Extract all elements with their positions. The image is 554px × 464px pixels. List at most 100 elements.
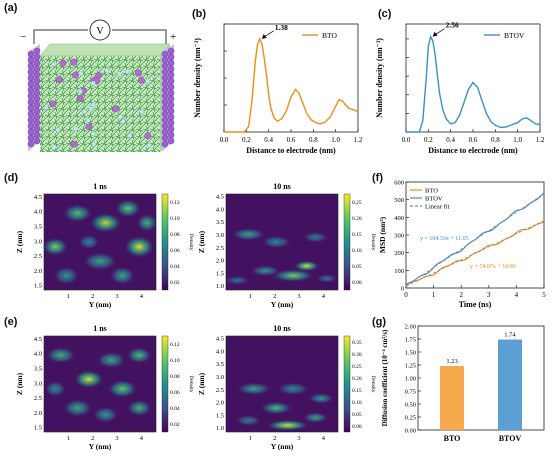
density-blob (77, 234, 100, 250)
electrode-atom (167, 47, 175, 55)
ion-particle (78, 71, 84, 76)
electrode-atom (167, 101, 175, 109)
y-tick-label: 4.0 (216, 348, 224, 355)
electrode-atom (161, 62, 169, 70)
electrode-atom (27, 110, 35, 118)
category-label: BTOV (499, 434, 522, 443)
colorbar-tick-label: 0.12 (170, 200, 180, 206)
y-tick-label: 3.0 (34, 380, 42, 387)
y-tick-label: 1.0 (216, 283, 224, 290)
plot-frame (417, 325, 545, 431)
ion-particle (59, 59, 67, 67)
electrode-atom (161, 80, 169, 88)
colorbar-tick-label: 0.35 (352, 340, 362, 346)
ion-particle (104, 67, 110, 73)
x-tick-label: 0.2 (424, 136, 433, 144)
y-tick-label: 2.0 (216, 258, 224, 265)
voltmeter-label: V (96, 26, 104, 37)
x-tick-label: 1.2 (536, 136, 545, 144)
y-tick-label: 3.5 (34, 365, 42, 372)
density-blob (276, 382, 310, 396)
y-tick-label: 500 (394, 197, 404, 204)
msd-chart: 0 1 2 3 4 5 0 100 200 300 400 500 600 Time (ns) MSD (n… (378, 180, 546, 310)
legend-label: BTOV (425, 196, 443, 203)
density-blob (226, 275, 251, 286)
y-axis-label: Z (nm) (197, 372, 206, 395)
y-tick-label: 1.5 (216, 270, 224, 277)
y-tick-label: 1.00 (405, 376, 416, 383)
peak-label: 2.56 (446, 21, 459, 30)
y-tick-label: 4.5 (34, 194, 42, 201)
density-blob (307, 392, 335, 405)
density-blob (123, 235, 155, 259)
colorbar-tick-label: 0.00 (352, 424, 362, 430)
panel-label-g: (g) (372, 316, 387, 328)
colorbar-tick-label: 0.06 (170, 390, 180, 396)
colorbar-label: Density (370, 375, 376, 392)
heatmap-density-field (226, 227, 338, 286)
y-tick-label: 2.5 (34, 395, 42, 402)
y-tick-label: 3.0 (216, 232, 224, 239)
electrode-atom (167, 119, 175, 127)
density-blob (92, 406, 120, 424)
y-tick-label: 1.5 (34, 425, 42, 432)
colorbar-tick-label: 0.20 (352, 376, 362, 382)
heatmap-density-field (234, 382, 335, 432)
heatmap-title: 1 ns (93, 182, 107, 191)
x-tick-label: 0.6 (287, 136, 296, 144)
density-blob (270, 268, 316, 283)
heatmap-title: 1 ns (93, 324, 107, 333)
electrode-atom (33, 119, 41, 127)
ion-particles (43, 58, 152, 150)
electrode-atom (33, 101, 41, 109)
x-tick-label: 0.4 (264, 136, 273, 144)
ion-particle (73, 126, 79, 132)
bar-btov (497, 339, 522, 430)
x-tick-label: 3 (297, 293, 300, 300)
diffusion-coefficient-bar-chart: 0.00 0.25 0.50 0.75 1.00 1.25 1.50 1.75 2.00 Diff… (381, 324, 545, 443)
bar-bto (440, 366, 465, 430)
electrode-atom (161, 116, 169, 124)
ion-particle (49, 100, 56, 108)
heatmap-density-field (44, 198, 156, 286)
ion-particle (55, 76, 63, 84)
electrode-atom (167, 65, 175, 73)
x-tick-label: 4 (140, 293, 144, 300)
y-axis-label: Diffusion coefficient (10⁻⁴ cm²/s) (381, 329, 389, 426)
y-axis-label: Number density (nm⁻³) (193, 38, 202, 118)
x-tick-label: 3 (297, 435, 300, 442)
plus-terminal-label: + (170, 31, 176, 43)
colorbar-tick-label: 0.12 (170, 342, 180, 348)
y-tick-label: 1.75 (405, 337, 416, 344)
y-tick-label: 1.5 (216, 412, 224, 419)
density-blob (108, 266, 136, 286)
colorbar (343, 335, 351, 433)
colorbar-tick-label: 0.20 (352, 216, 362, 222)
density-blob (302, 411, 330, 424)
electrode-atom (167, 53, 175, 61)
x-tick-label: 1.0 (331, 136, 340, 144)
ion-particle (91, 141, 97, 147)
electrode-atom (167, 71, 175, 79)
colorbar-tick-label: 0.10 (170, 358, 180, 364)
ion-particle (146, 142, 152, 148)
density-blob (44, 380, 67, 398)
colorbar-label: Density (188, 233, 194, 250)
y-tick-label: 1.50 (405, 350, 416, 357)
y-tick-label: 2.0 (216, 400, 224, 407)
y-axis-label: Z (nm) (197, 230, 206, 253)
y-axis-label: Z (nm) (15, 230, 24, 253)
bar-value-label: 1.74 (504, 332, 516, 339)
x-tick-label: 1 (67, 293, 70, 300)
x-tick-label: 1 (249, 293, 252, 300)
electrode-atom (161, 86, 169, 94)
density-profile-bto-chart: 0.0 0.2 0.4 0.6 0.8 1.0 1.2 Distance to electro… (193, 23, 363, 155)
colorbar-label: Density (370, 233, 376, 250)
electrode-atom (161, 74, 169, 82)
x-tick-label: 2 (273, 435, 276, 442)
x-tick-label: 0 (404, 291, 408, 299)
electrode-atom (167, 77, 175, 85)
electrode-atom (161, 68, 169, 76)
electrode-atom (167, 95, 175, 103)
panel-label-c: (c) (378, 8, 392, 20)
